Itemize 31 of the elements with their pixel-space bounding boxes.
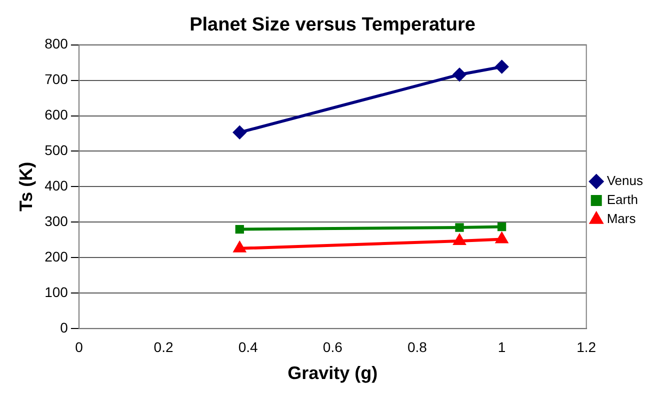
x-tick-label: 1 [498, 338, 506, 355]
x-tick-label: 0.4 [238, 338, 258, 355]
point [233, 126, 246, 139]
point [234, 242, 246, 252]
x-tick-label: 0.6 [322, 338, 343, 355]
chart-title: Planet Size versus Temperature [190, 14, 476, 36]
y-tick-label: 200 [44, 248, 68, 265]
legend-label: Mars [606, 211, 636, 226]
point [235, 224, 244, 234]
x-tick-label: 0.2 [154, 338, 174, 355]
y-tick-label: 400 [44, 178, 68, 194]
x-tick-label: 0.8 [407, 338, 428, 355]
y-tick-label: 500 [44, 142, 68, 158]
point [455, 223, 464, 232]
y-tick-label: 600 [44, 106, 68, 123]
y-axis-title: Ts (K) [16, 162, 36, 212]
y-tick-label: 800 [44, 36, 68, 52]
point [496, 232, 508, 244]
x-tick-label: 1.2 [576, 338, 596, 355]
legend-label: Venus [606, 173, 644, 188]
x-axis-title: Gravity (g) [288, 363, 378, 384]
legend-label: Earth [606, 192, 638, 208]
point [495, 60, 508, 74]
y-tick-label: 0 [60, 319, 68, 336]
y-tick-label: 100 [44, 284, 68, 300]
y-tick-label: 700 [44, 71, 68, 88]
point [454, 234, 466, 245]
point [497, 222, 506, 232]
point [453, 68, 466, 82]
x-tick-label: 0 [75, 338, 84, 355]
y-tick-label: 300 [44, 213, 68, 230]
